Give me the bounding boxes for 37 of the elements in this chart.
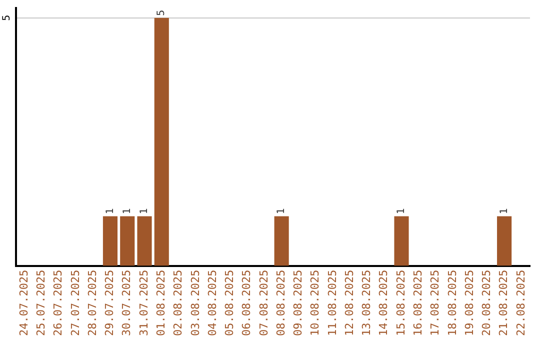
x-tick-label: 05.08.2025 (223, 270, 236, 336)
x-tick-label: 11.08.2025 (326, 270, 339, 336)
x-tick-label: 22.08.2025 (514, 270, 528, 336)
data-label: 1 (139, 208, 150, 214)
data-label: 1 (276, 208, 288, 214)
data-label: 1 (498, 208, 510, 214)
x-tick-label: 16.08.2025 (411, 270, 424, 336)
x-tick-label: 19.08.2025 (462, 270, 476, 336)
x-tick-label: 08.08.2025 (274, 270, 288, 336)
x-tick-label: 01.08.2025 (154, 270, 168, 336)
x-tick-label: 07.08.2025 (257, 270, 270, 336)
data-label: 1 (104, 208, 116, 214)
x-tick-label: 10.08.2025 (308, 270, 322, 336)
data-label: 1 (122, 208, 133, 214)
x-tick-label: 14.08.2025 (377, 270, 390, 336)
x-tick-label: 04.08.2025 (206, 270, 219, 336)
x-tick-label: 18.08.2025 (446, 270, 459, 336)
x-tick-label: 30.07.2025 (120, 270, 134, 336)
data-label: 1 (396, 208, 408, 214)
x-tick-label: 25.07.2025 (34, 270, 48, 336)
x-tick-label: 31.07.2025 (137, 270, 150, 336)
x-tick-label: 09.08.2025 (292, 270, 305, 336)
x-tick-label: 21.08.2025 (497, 270, 510, 336)
x-tick-label: 03.08.2025 (188, 270, 202, 336)
x-tick-label: 17.08.2025 (428, 270, 442, 336)
x-tick-label: 20.08.2025 (480, 270, 494, 336)
x-tick-label: 06.08.2025 (240, 270, 254, 336)
x-tick-label: 13.08.2025 (360, 270, 374, 336)
x-tick-label: 02.08.2025 (172, 270, 185, 336)
x-tick-label: 12.08.2025 (342, 270, 356, 336)
x-tick-label: 26.07.2025 (52, 270, 65, 336)
x-tick-label: 28.07.2025 (86, 270, 99, 336)
x-tick-label: 15.08.2025 (394, 270, 408, 336)
x-tick-label: 29.07.2025 (103, 270, 116, 336)
x-tick-label: 24.07.2025 (17, 270, 30, 336)
data-label: 5 (156, 10, 168, 16)
x-tick-label: 27.07.2025 (68, 270, 82, 336)
